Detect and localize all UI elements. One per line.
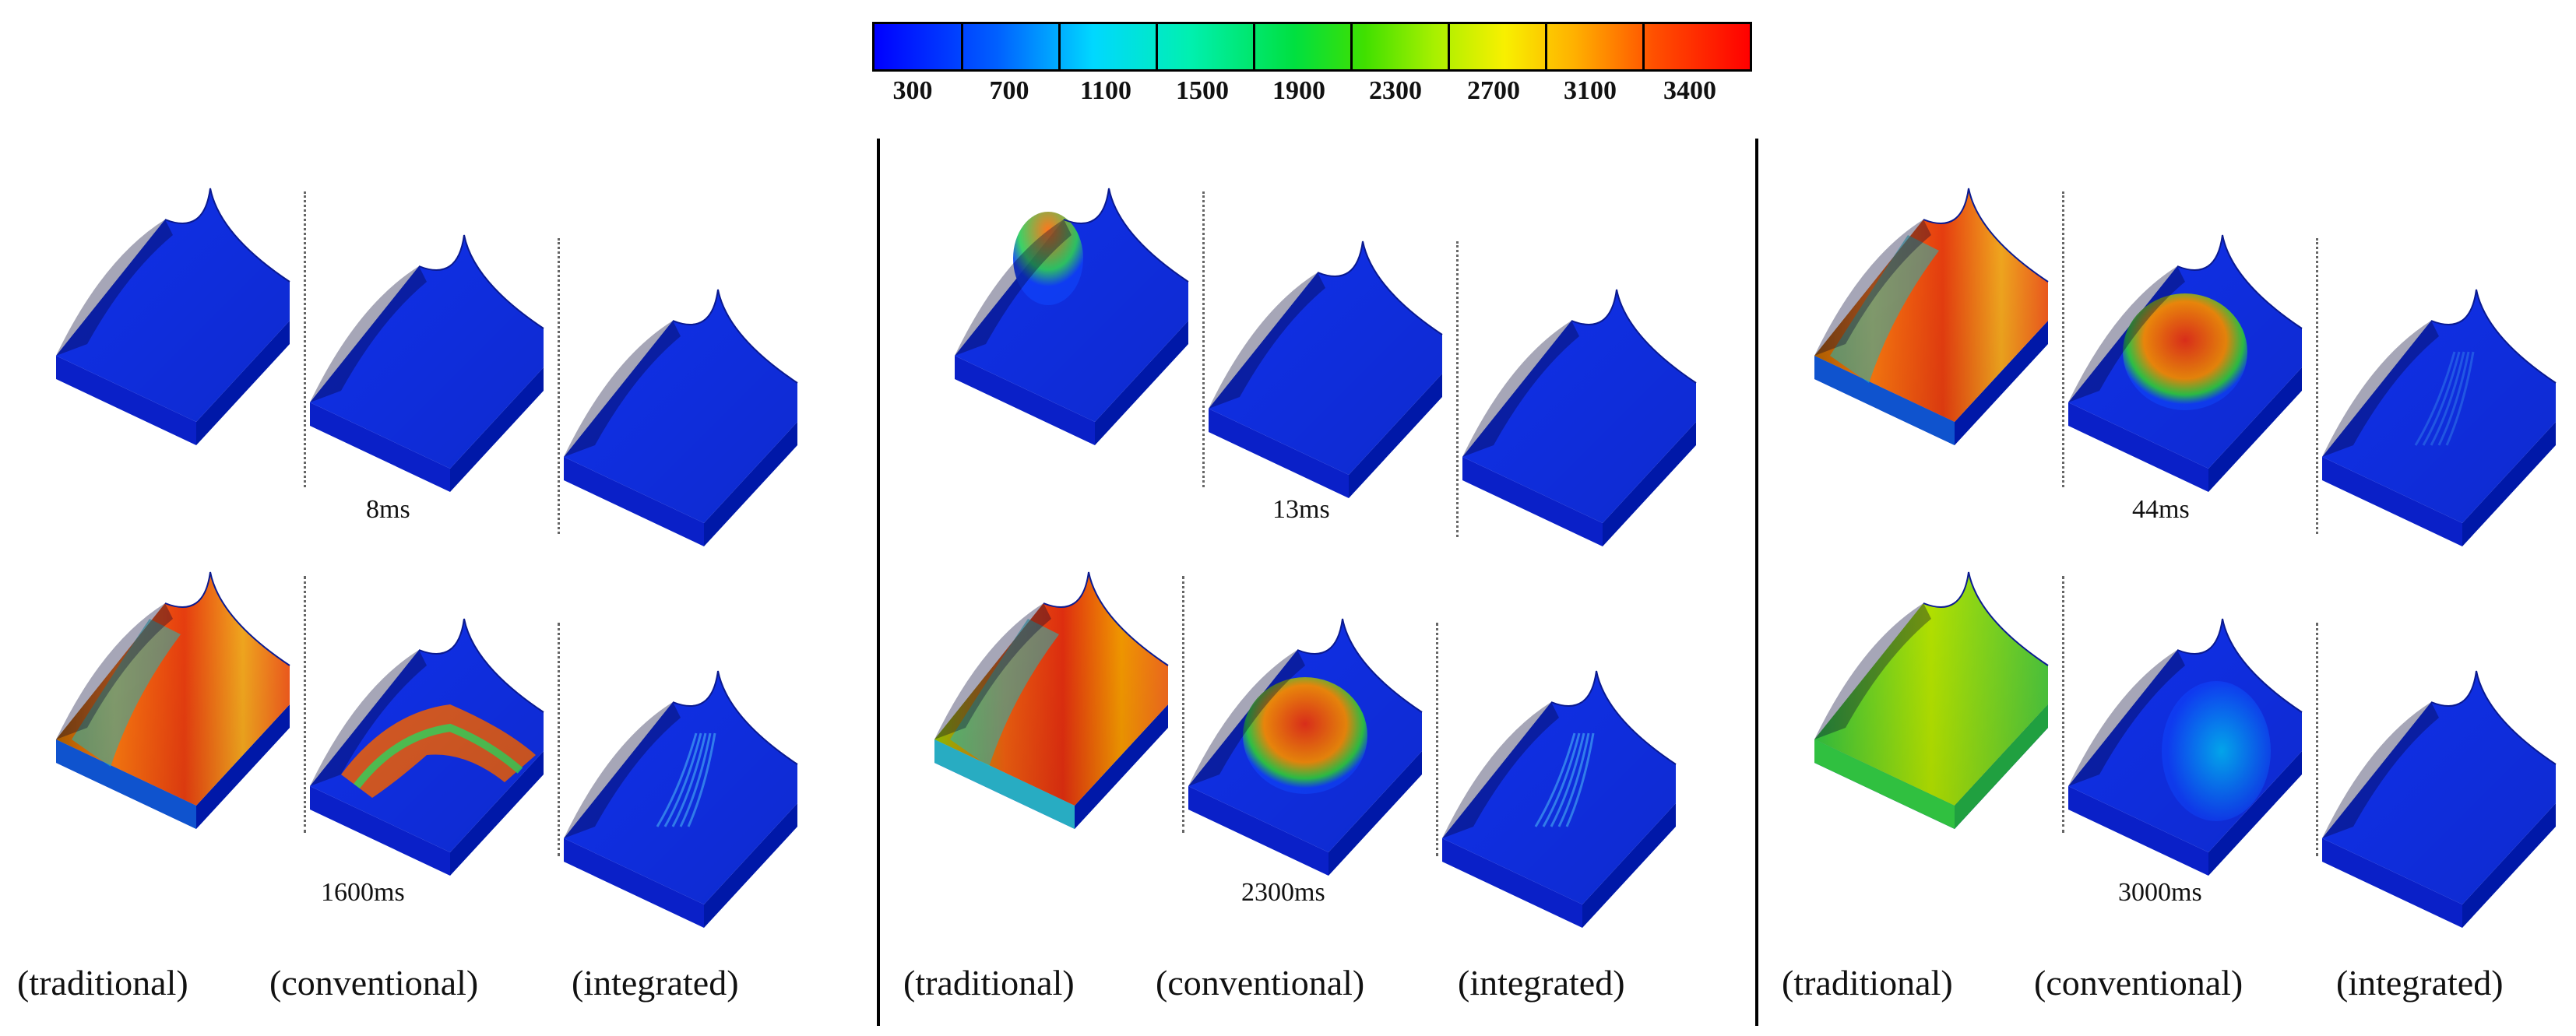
column-label-traditional: (traditional) xyxy=(17,963,188,1003)
column-label-integrated: (integrated) xyxy=(2336,963,2504,1003)
simulation-block xyxy=(1442,670,1691,928)
column-label-integrated: (integrated) xyxy=(1458,963,1625,1003)
colorbar-tick: 2300 xyxy=(1369,76,1422,105)
colorbar-tick: 700 xyxy=(989,76,1029,105)
group-divider xyxy=(877,139,880,1026)
colorbar-labels: 300 700 1100 1500 1900 2300 2700 3100 34… xyxy=(872,76,1752,115)
simulation-block xyxy=(2068,618,2317,876)
colorbar-tick: 300 xyxy=(892,76,933,105)
column-label-conventional: (conventional) xyxy=(269,963,479,1003)
dotted-separator xyxy=(2062,191,2064,487)
dotted-separator xyxy=(2316,238,2318,534)
simulation-block xyxy=(1814,188,2064,445)
simulation-block xyxy=(564,289,813,546)
simulation-block xyxy=(1814,571,2064,829)
group-divider xyxy=(1755,139,1758,1026)
time-label: 13ms xyxy=(1272,495,1330,524)
simulation-block xyxy=(2322,289,2571,546)
dotted-separator xyxy=(558,238,560,534)
column-label-traditional: (traditional) xyxy=(1782,963,1953,1003)
simulation-block xyxy=(2068,234,2317,492)
dotted-separator xyxy=(1182,576,1184,833)
dotted-separator xyxy=(1436,623,1438,856)
simulation-block xyxy=(564,670,813,928)
dotted-separator xyxy=(1202,191,1205,487)
simulation-block xyxy=(1188,618,1438,876)
simulation-block xyxy=(56,188,305,445)
simulation-block xyxy=(310,234,559,492)
colorbar-tick: 3100 xyxy=(1564,76,1617,105)
column-label-traditional: (traditional) xyxy=(903,963,1075,1003)
column-label-conventional: (conventional) xyxy=(2034,963,2243,1003)
time-label: 2300ms xyxy=(1241,878,1325,907)
time-label: 44ms xyxy=(2132,495,2190,524)
time-label: 1600ms xyxy=(321,878,405,907)
dotted-separator xyxy=(558,623,560,856)
simulation-block xyxy=(56,571,305,829)
dotted-separator xyxy=(304,191,306,487)
colorbar-tick: 3400 xyxy=(1663,76,1716,105)
colorbar-tick: 1900 xyxy=(1272,76,1325,105)
time-label: 3000ms xyxy=(2118,878,2202,907)
simulation-block xyxy=(2322,670,2571,928)
dotted-separator xyxy=(2316,623,2318,856)
simulation-block xyxy=(1462,289,1712,546)
simulation-block xyxy=(310,618,559,876)
dotted-separator xyxy=(2062,576,2064,833)
simulation-block xyxy=(1209,241,1458,498)
simulation-block xyxy=(934,571,1184,829)
dotted-separator xyxy=(304,576,306,833)
colorbar-tick: 2700 xyxy=(1467,76,1520,105)
column-label-conventional: (conventional) xyxy=(1156,963,1365,1003)
dotted-separator xyxy=(1456,241,1459,537)
colorbar xyxy=(872,22,1752,72)
column-label-integrated: (integrated) xyxy=(572,963,739,1003)
simulation-block xyxy=(955,188,1204,445)
time-label: 8ms xyxy=(366,495,410,524)
colorbar-tick: 1100 xyxy=(1079,76,1132,105)
colorbar-tick: 1500 xyxy=(1176,76,1229,105)
